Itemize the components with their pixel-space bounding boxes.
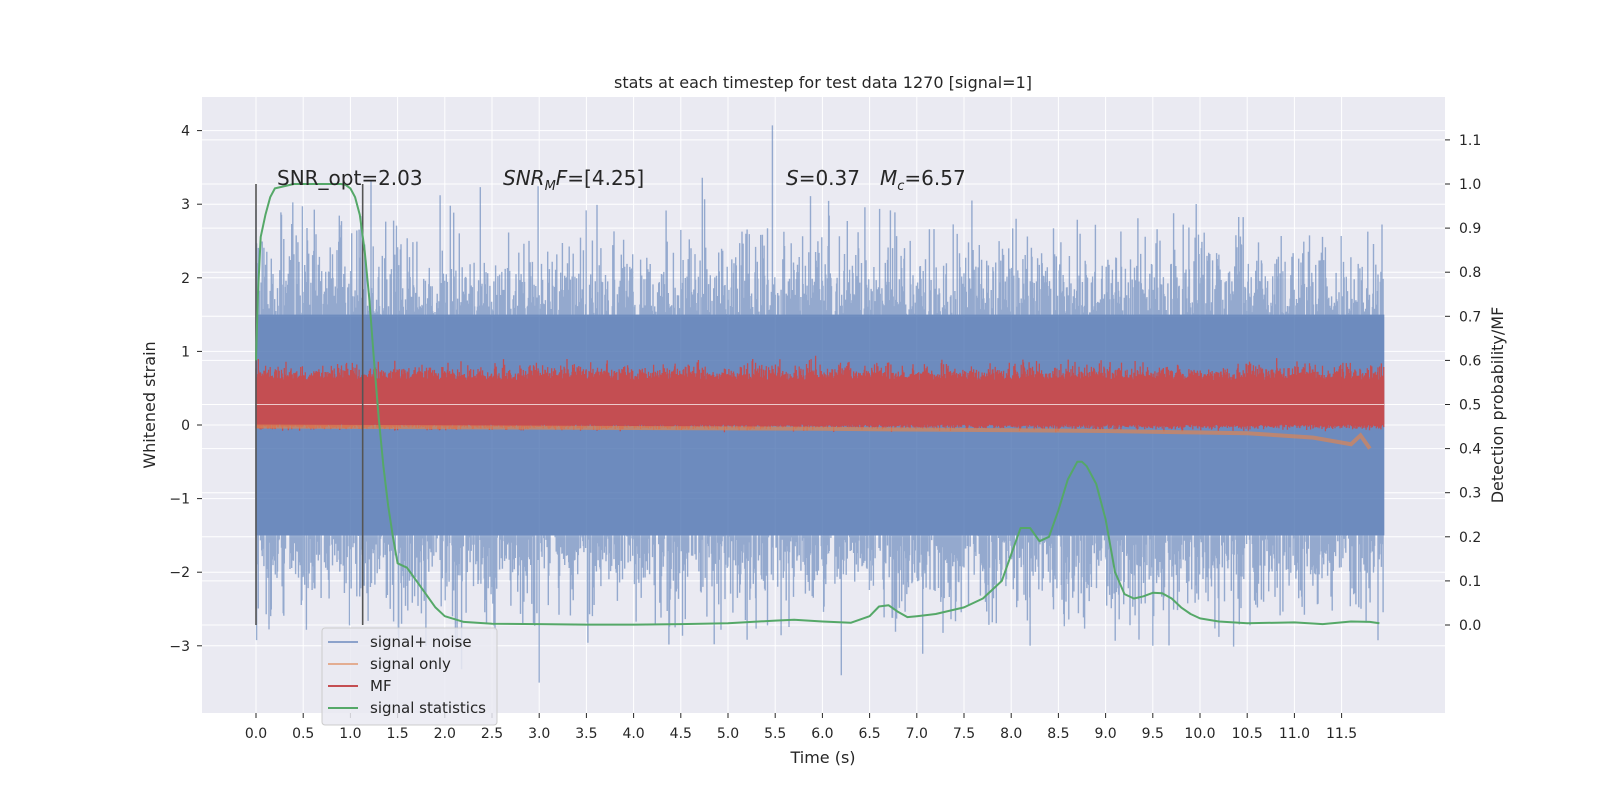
snr-mf-suffix: F <box>556 166 568 190</box>
y-axis-right-ticks: 1.1 1.0 0.9 0.8 0.7 0.6 0.5 0.4 0.3 0.2 0.1 0.0 <box>1445 133 1481 634</box>
y-left-tick-label: 0 <box>181 418 190 434</box>
x-axis-ticks: 0.0 0.5 1.0 1.5 2.0 2.5 3.0 3.5 4.0 4.5 5.0 5.5 6.0 6… <box>245 713 1357 742</box>
legend-label-mf: MF <box>370 677 392 695</box>
y-right-tick-label: 0.0 <box>1459 618 1481 634</box>
y-left-tick-label: −1 <box>169 492 190 508</box>
snr-mf-prefix: SNR <box>503 166 545 190</box>
chart-title: stats at each timestep for test data 127… <box>614 73 1032 92</box>
snr-opt-annotation: SNR_opt=2.03 <box>277 166 423 190</box>
y-right-tick-label: 0.3 <box>1459 486 1481 502</box>
vertical-markers <box>255 184 364 625</box>
x-tick-label: 0.5 <box>292 726 314 742</box>
x-tick-label: 11.0 <box>1279 726 1310 742</box>
mf-series <box>255 355 1385 433</box>
mc-sub: c <box>897 179 904 194</box>
signal-only-series <box>255 424 1372 450</box>
x-tick-label: 5.0 <box>717 726 739 742</box>
x-tick-label: 4.5 <box>670 726 692 742</box>
s-value: =0.37 <box>799 166 860 190</box>
x-tick-label: 3.5 <box>575 726 597 742</box>
x-tick-label: 5.5 <box>764 726 786 742</box>
y-left-tick-label: −3 <box>169 639 190 655</box>
x-tick-label: 7.0 <box>906 726 928 742</box>
x-tick-label: 1.0 <box>339 726 361 742</box>
x-tick-label: 8.0 <box>1000 726 1022 742</box>
x-tick-label: 7.5 <box>953 726 975 742</box>
y-axis-right-label: Detection probability/MF <box>1488 307 1507 504</box>
legend-label-signal-statistics: signal statistics <box>370 699 486 717</box>
mc-value: =6.57 <box>904 166 965 190</box>
y-right-tick-label: 0.1 <box>1459 574 1481 590</box>
snr-mf-sub: M <box>545 179 556 194</box>
mc-label: M <box>880 166 897 190</box>
y-right-tick-label: 0.5 <box>1459 398 1481 414</box>
y-left-tick-label: −2 <box>169 565 190 581</box>
y-left-tick-label: 1 <box>181 344 190 360</box>
x-tick-label: 6.5 <box>858 726 880 742</box>
legend-label-signal-noise: signal+ noise <box>370 633 472 651</box>
mc-annotation: Mc=6.57 <box>880 166 966 194</box>
y-right-tick-label: 1.0 <box>1459 177 1481 193</box>
x-tick-label: 8.5 <box>1047 726 1069 742</box>
x-axis-label: Time (s) <box>789 748 855 767</box>
s-annotation: S=0.37 <box>786 166 860 190</box>
signal-statistics-series <box>255 183 1380 626</box>
snr-mf-value: =[4.25] <box>567 166 644 190</box>
snr-mf-annotation: SNRMF=[4.25] <box>503 166 644 194</box>
s-label: S <box>786 166 799 190</box>
x-tick-label: 2.5 <box>481 726 503 742</box>
legend: signal+ noise signal only MF signal stat… <box>321 627 498 726</box>
x-tick-label: 6.0 <box>811 726 833 742</box>
signal-statistics-line <box>255 183 1380 626</box>
x-tick-label: 0.0 <box>245 726 267 742</box>
y-right-tick-label: 0.8 <box>1459 265 1481 281</box>
legend-box <box>321 627 498 726</box>
y-axis-left-ticks: 4 3 2 1 0 −1 −2 −3 <box>169 124 202 655</box>
y-right-tick-label: 0.7 <box>1459 309 1481 325</box>
y-right-tick-label: 1.1 <box>1459 133 1481 149</box>
y-left-tick-label: 3 <box>181 197 190 213</box>
x-tick-label: 3.0 <box>528 726 550 742</box>
x-tick-label: 10.0 <box>1184 726 1215 742</box>
x-tick-label: 1.5 <box>386 726 408 742</box>
x-tick-label: 11.5 <box>1326 726 1357 742</box>
y-right-tick-label: 0.9 <box>1459 221 1481 237</box>
y-left-tick-label: 4 <box>181 124 190 140</box>
x-tick-label: 9.5 <box>1142 726 1164 742</box>
y-right-tick-label: 0.4 <box>1459 442 1481 458</box>
signal-only-line <box>255 424 1372 450</box>
x-tick-label: 9.0 <box>1094 726 1116 742</box>
legend-label-signal-only: signal only <box>370 655 451 673</box>
y-right-tick-label: 0.2 <box>1459 530 1481 546</box>
x-tick-label: 2.0 <box>434 726 456 742</box>
x-tick-label: 4.0 <box>622 726 644 742</box>
y-axis-left-label: Whitened strain <box>140 341 159 468</box>
y-left-tick-label: 2 <box>181 271 190 287</box>
x-tick-label: 10.5 <box>1232 726 1263 742</box>
y-right-tick-label: 0.6 <box>1459 353 1481 369</box>
